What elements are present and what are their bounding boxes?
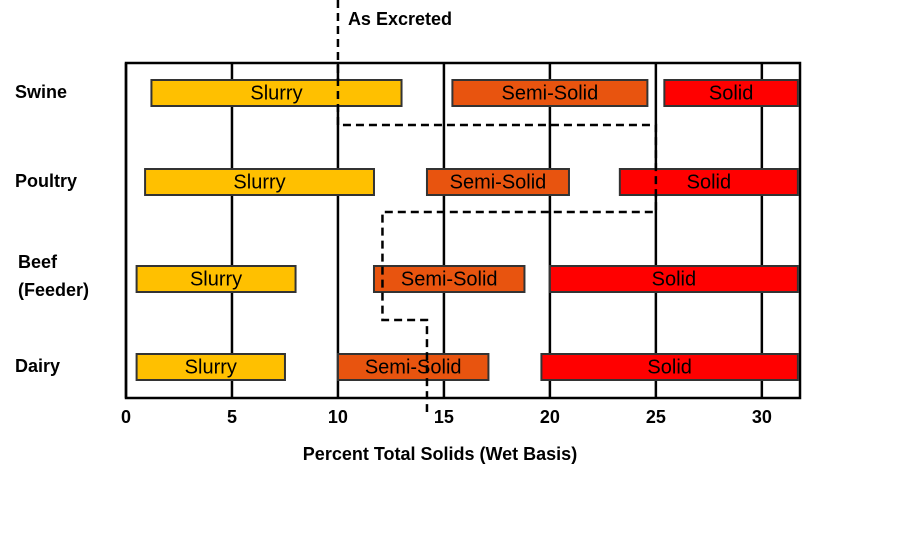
- x-tick-label: 10: [328, 407, 348, 427]
- range-bar: [144, 168, 375, 196]
- as-excreted-line: [336, 0, 658, 412]
- x-tick-label: 20: [540, 407, 560, 427]
- x-tick-label: 5: [227, 407, 237, 427]
- bar-label: Semi-Solid: [365, 356, 462, 378]
- range-bar: [372, 265, 526, 293]
- range-bar: [451, 79, 649, 107]
- bar-label: Slurry: [233, 171, 285, 193]
- x-axis-label: Percent Total Solids (Wet Basis): [303, 444, 577, 464]
- range-bar: [135, 265, 297, 293]
- bar-label: Solid: [687, 171, 731, 193]
- bar-label: Semi-Solid: [450, 171, 547, 193]
- category-label: Poultry: [15, 171, 77, 191]
- bar-label: Slurry: [185, 356, 237, 378]
- range-bar: [548, 265, 799, 293]
- range-bar: [150, 79, 403, 107]
- range-bar: [618, 168, 799, 196]
- category-label: Beef: [18, 252, 58, 272]
- range-bar: [336, 353, 490, 381]
- bar-label: Semi-Solid: [401, 268, 498, 290]
- category-sublabel: (Feeder): [18, 280, 89, 300]
- x-tick-label: 30: [752, 407, 772, 427]
- x-tick-label: 0: [121, 407, 131, 427]
- range-bar: [425, 168, 570, 196]
- range-bar: [540, 353, 799, 381]
- bar-label: Slurry: [250, 82, 302, 104]
- x-tick-label: 25: [646, 407, 666, 427]
- category-label: Dairy: [15, 356, 60, 376]
- bar-label: Semi-Solid: [502, 82, 599, 104]
- bar-label: Solid: [652, 268, 696, 290]
- annotation: As Excreted: [348, 9, 452, 29]
- range-bar: [663, 79, 799, 107]
- plot-frame: [124, 61, 802, 400]
- range-bar: [135, 353, 286, 381]
- bar-label: Slurry: [190, 268, 242, 290]
- category-label: Swine: [15, 82, 67, 102]
- bar-label: Solid: [709, 82, 753, 104]
- x-tick-label: 15: [434, 407, 454, 427]
- bar-label: Solid: [647, 356, 691, 378]
